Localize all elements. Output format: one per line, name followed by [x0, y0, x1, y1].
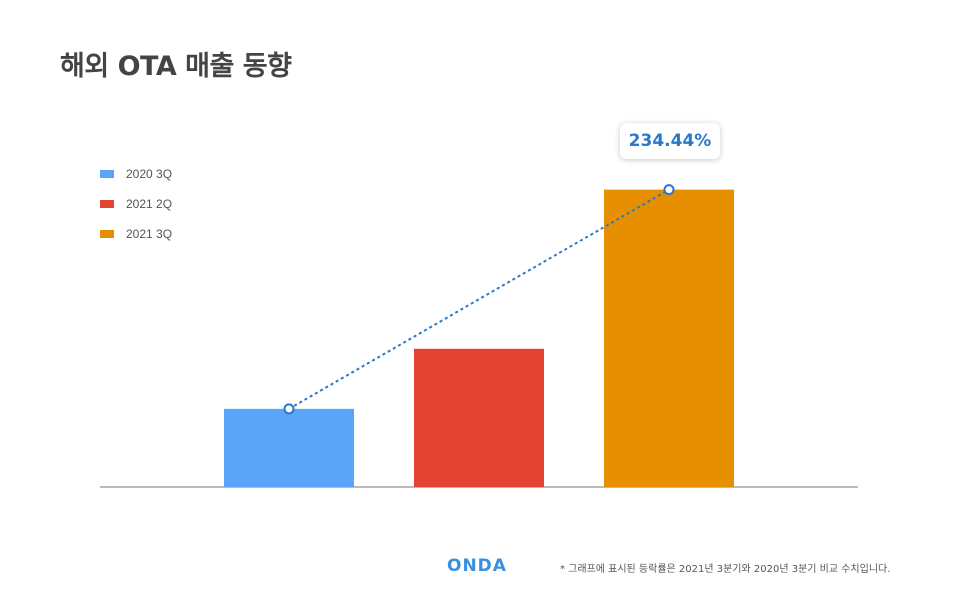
- bar-2021-2q: [414, 348, 544, 487]
- onda-logo: ONDA: [447, 556, 507, 576]
- growth-rate-callout: 234.44%: [620, 123, 720, 159]
- legend-label: 2021 3Q: [126, 227, 173, 241]
- legend-label: 2020 3Q: [126, 167, 173, 181]
- legend: 2020 3Q 2021 2Q 2021 3Q: [100, 164, 172, 254]
- legend-swatch: [100, 170, 114, 178]
- legend-item-2021-3q: 2021 3Q: [100, 224, 172, 244]
- trend-line: [288, 188, 670, 410]
- trend-end-marker: [663, 184, 675, 196]
- trend-group: [283, 184, 675, 415]
- legend-item-2020-3q: 2020 3Q: [100, 164, 172, 184]
- chart-title: 해외 OTA 매출 동향: [60, 51, 292, 82]
- legend-label: 2021 2Q: [126, 197, 173, 211]
- legend-item-2021-2q: 2021 2Q: [100, 194, 172, 214]
- legend-swatch: [100, 200, 114, 208]
- legend-swatch: [100, 230, 114, 238]
- bars-group: [224, 189, 734, 487]
- bar-2020-3q: [224, 408, 354, 487]
- trend-start-marker: [283, 403, 295, 415]
- bar-2021-3q: [604, 189, 734, 487]
- footnote: * 그래프에 표시된 등락률은 2021년 3분기와 2020년 3분기 비교 …: [560, 564, 891, 575]
